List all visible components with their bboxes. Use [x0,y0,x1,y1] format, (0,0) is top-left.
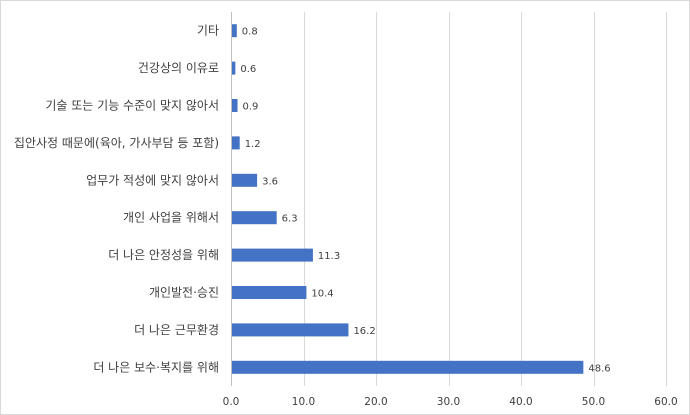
bar [232,211,277,225]
x-tick-label: 30.0 [437,396,460,408]
category-label: 기타 [197,24,219,38]
bar [232,24,237,38]
x-tick-label: 60.0 [654,396,677,408]
bar [232,248,313,262]
data-label: 48.6 [588,363,610,374]
bar [232,136,240,150]
bar [232,99,238,112]
data-label: 0.6 [240,64,256,75]
x-tick-label: 0.0 [223,396,240,408]
category-label: 개인발전·승진 [149,286,219,300]
category-label: 기술 또는 기능 수준이 맞지 않아서 [45,99,219,113]
bar [232,286,307,299]
data-label: 16.2 [353,326,375,337]
category-label: 더 나은 보수·복지를 위해 [93,360,219,374]
category-label: 개인 사업을 위해서 [123,211,219,225]
data-label: 0.8 [242,27,258,38]
category-label: 집안사정 때문에(육아, 가사부담 등 포함) [14,136,219,150]
data-label: 11.3 [318,251,340,262]
data-label: 6.3 [282,214,298,225]
bar [232,173,258,187]
x-tick-label: 20.0 [364,396,387,408]
data-label: 3.6 [262,176,278,187]
category-label: 더 나은 안정성을 위해 [108,248,219,262]
category-label: 건강상의 이유로 [138,61,219,75]
x-tick-label: 50.0 [582,396,605,408]
bar [232,360,584,374]
bar [232,323,349,337]
category-label: 더 나은 근무환경 [134,323,219,337]
x-tick-label: 40.0 [509,396,532,408]
data-label: 1.2 [245,139,261,150]
bar [232,61,236,75]
data-label: 10.4 [311,289,333,300]
category-label: 업무가 적성에 맞지 않아서 [86,173,219,187]
x-tick-label: 10.0 [292,396,315,408]
data-label: 0.9 [243,102,259,113]
